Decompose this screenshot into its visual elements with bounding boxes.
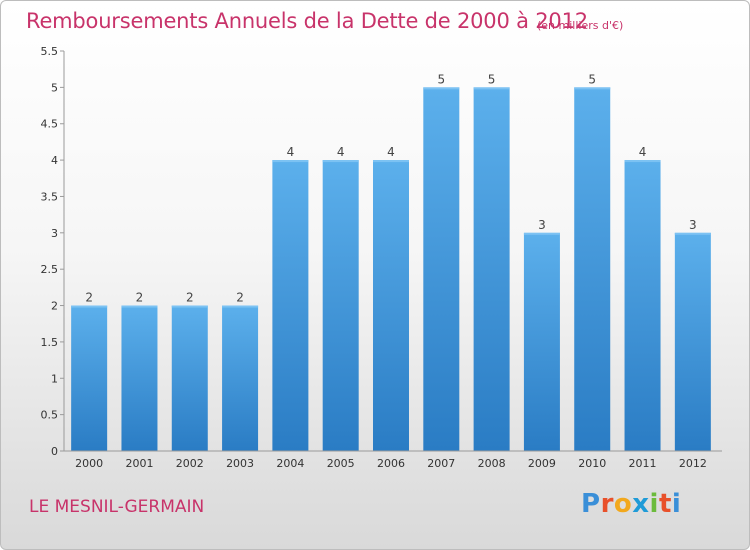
logo-letter: i — [649, 489, 659, 519]
bar-highlight-2008 — [473, 87, 510, 90]
data-label-2003: 2 — [236, 291, 244, 305]
chart-title: Remboursements Annuels de la Dette de 20… — [26, 9, 588, 33]
logo-letter: i — [671, 489, 682, 519]
bar-2001 — [121, 305, 158, 451]
bar-2011 — [624, 160, 661, 451]
y-tick-label-0: 0 — [51, 445, 58, 458]
x-tick-label-2007: 2007 — [427, 457, 455, 470]
data-label-2009: 3 — [538, 218, 546, 232]
bar-2006 — [373, 160, 409, 451]
y-tick-label-4.5: 4.5 — [41, 118, 59, 131]
y-tick-label-2: 2 — [51, 300, 58, 313]
data-label-2007: 5 — [437, 72, 445, 86]
bar-highlight-2002 — [171, 305, 208, 308]
data-label-2006: 4 — [387, 145, 395, 159]
data-label-2004: 4 — [287, 145, 295, 159]
logo-letter: x — [632, 489, 650, 519]
data-label-2005: 4 — [337, 145, 345, 159]
y-tick-label-1.5: 1.5 — [41, 336, 59, 349]
bar-highlight-2001 — [121, 305, 158, 308]
x-tick-label-2005: 2005 — [327, 457, 355, 470]
x-tick-label-2006: 2006 — [377, 457, 405, 470]
data-label-2010: 5 — [588, 72, 596, 86]
chart-subtitle: (en milliers d'€) — [537, 19, 624, 32]
x-tick-label-2009: 2009 — [528, 457, 556, 470]
commune-name: LE MESNIL-GERMAIN — [29, 497, 205, 517]
bar-2009 — [523, 232, 560, 451]
y-tick-label-3: 3 — [51, 227, 58, 240]
bar-2000 — [71, 305, 108, 451]
data-label-2002: 2 — [186, 291, 194, 305]
x-tick-label-2003: 2003 — [226, 457, 254, 470]
bar-2007 — [423, 87, 460, 451]
y-tick-label-5.5: 5.5 — [41, 45, 59, 58]
x-tick-label-2012: 2012 — [679, 457, 707, 470]
logo-letter: t — [658, 489, 672, 519]
x-tick-label-2008: 2008 — [478, 457, 506, 470]
x-tick-label-2000: 2000 — [75, 457, 103, 470]
y-tick-label-3.5: 3.5 — [41, 190, 59, 203]
bar-2002 — [171, 305, 208, 451]
y-tick-label-1: 1 — [51, 372, 58, 385]
bar-highlight-2009 — [523, 232, 560, 235]
bar-2005 — [322, 160, 359, 451]
bar-highlight-2012 — [674, 232, 711, 235]
x-tick-label-2001: 2001 — [125, 457, 153, 470]
y-tick-label-4: 4 — [51, 154, 58, 167]
data-label-2001: 2 — [136, 291, 144, 305]
data-label-2008: 5 — [488, 72, 496, 86]
data-label-2000: 2 — [85, 291, 93, 305]
bar-highlight-2004 — [272, 160, 309, 163]
bar-highlight-2003 — [222, 305, 259, 308]
logo-letter: r — [600, 489, 614, 519]
data-label-2011: 4 — [639, 145, 647, 159]
bar-2012 — [674, 232, 711, 451]
bar-2003 — [222, 305, 259, 451]
y-tick-label-0.5: 0.5 — [41, 409, 59, 422]
data-label-2012: 3 — [689, 218, 697, 232]
y-tick-label-2.5: 2.5 — [41, 263, 59, 276]
bar-2008 — [473, 87, 510, 451]
bar-highlight-2010 — [574, 87, 611, 90]
bar-2004 — [272, 160, 309, 451]
bar-highlight-2006 — [373, 160, 409, 163]
x-tick-label-2010: 2010 — [578, 457, 606, 470]
bar-2010 — [574, 87, 611, 451]
logo-letter: P — [581, 489, 601, 519]
x-tick-label-2004: 2004 — [276, 457, 304, 470]
bar-highlight-2011 — [624, 160, 661, 163]
y-tick-label-5: 5 — [51, 81, 58, 94]
bar-highlight-2005 — [322, 160, 359, 163]
bar-highlight-2000 — [71, 305, 108, 308]
logo-letter: o — [613, 489, 633, 519]
x-tick-label-2011: 2011 — [629, 457, 657, 470]
bar-highlight-2007 — [423, 87, 460, 90]
proxiti-logo[interactable]: Proxiti — [581, 489, 681, 519]
x-tick-label-2002: 2002 — [176, 457, 204, 470]
